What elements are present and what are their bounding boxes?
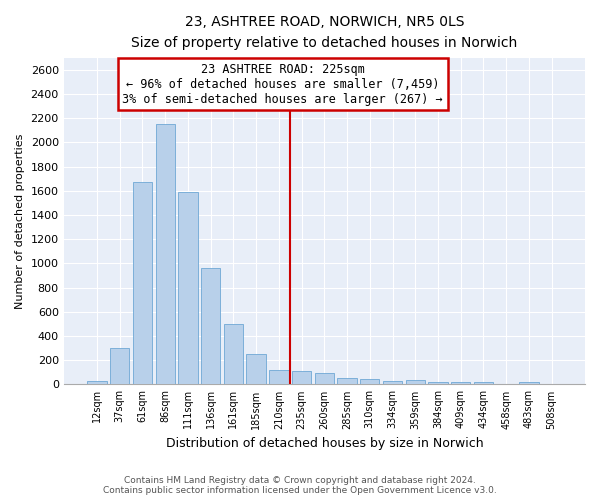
Bar: [88, 382, 107, 384]
Bar: [337, 378, 357, 384]
X-axis label: Distribution of detached houses by size in Norwich: Distribution of detached houses by size …: [166, 437, 483, 450]
Bar: [428, 382, 448, 384]
Bar: [292, 371, 311, 384]
Bar: [247, 354, 266, 384]
Bar: [406, 380, 425, 384]
Text: Contains HM Land Registry data © Crown copyright and database right 2024.
Contai: Contains HM Land Registry data © Crown c…: [103, 476, 497, 495]
Bar: [201, 268, 220, 384]
Bar: [155, 124, 175, 384]
Text: 23 ASHTREE ROAD: 225sqm
← 96% of detached houses are smaller (7,459)
3% of semi-: 23 ASHTREE ROAD: 225sqm ← 96% of detache…: [122, 62, 443, 106]
Bar: [314, 373, 334, 384]
Bar: [178, 192, 197, 384]
Y-axis label: Number of detached properties: Number of detached properties: [15, 134, 25, 309]
Title: 23, ASHTREE ROAD, NORWICH, NR5 0LS
Size of property relative to detached houses : 23, ASHTREE ROAD, NORWICH, NR5 0LS Size …: [131, 15, 517, 50]
Bar: [383, 381, 402, 384]
Bar: [451, 382, 470, 384]
Bar: [133, 182, 152, 384]
Bar: [269, 370, 289, 384]
Bar: [360, 379, 379, 384]
Bar: [474, 382, 493, 384]
Bar: [519, 382, 539, 384]
Bar: [224, 324, 243, 384]
Bar: [110, 348, 130, 385]
